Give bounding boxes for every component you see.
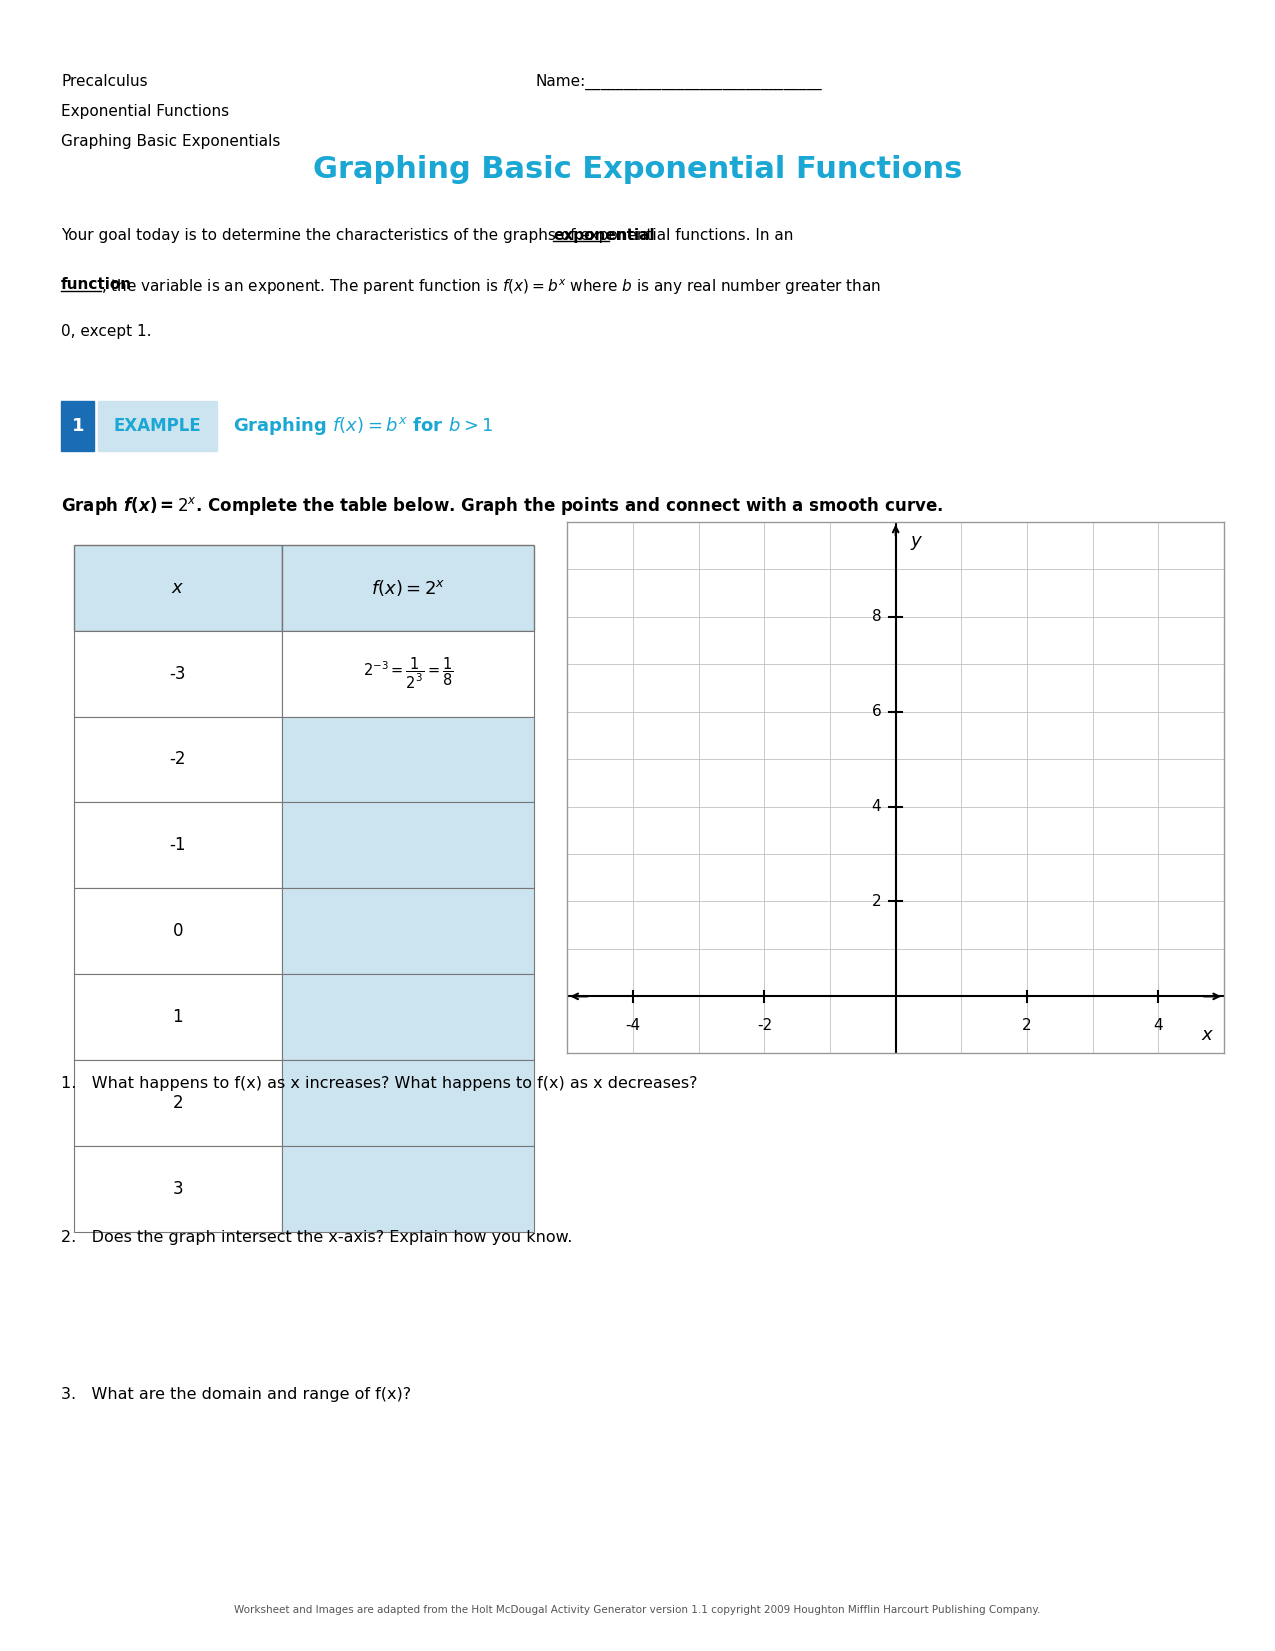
Bar: [282, 717, 534, 802]
Bar: [282, 1146, 534, 1232]
Text: -2: -2: [757, 1017, 771, 1034]
Text: Your goal today is to determine the characteristics of the graphs of exponential: Your goal today is to determine the char…: [61, 228, 798, 243]
Bar: [98, 401, 217, 451]
Bar: [74, 974, 282, 1060]
Text: 6: 6: [872, 703, 881, 720]
Text: Graphing Basic Exponentials: Graphing Basic Exponentials: [61, 134, 280, 149]
Bar: [282, 888, 534, 974]
Bar: [282, 631, 534, 717]
Text: 2: 2: [1023, 1017, 1031, 1034]
Bar: [74, 1060, 282, 1146]
Bar: [74, 888, 282, 974]
Text: $f(x) = 2^x$: $f(x) = 2^x$: [371, 578, 445, 598]
Text: 0: 0: [172, 923, 184, 939]
Text: Precalculus: Precalculus: [61, 74, 148, 89]
Bar: [74, 1146, 282, 1232]
Text: 1.   What happens to f(x) as x increases? What happens to f(x) as x decreases?: 1. What happens to f(x) as x increases? …: [61, 1076, 697, 1091]
Text: EXAMPLE: EXAMPLE: [113, 418, 201, 434]
Text: 2: 2: [172, 1095, 184, 1111]
Text: function: function: [61, 277, 133, 292]
Text: 4: 4: [1154, 1017, 1163, 1034]
Text: 3: 3: [172, 1180, 184, 1197]
Bar: [74, 717, 282, 802]
Bar: [282, 1060, 534, 1146]
Text: 8: 8: [872, 609, 881, 624]
Text: Graph $\boldsymbol{f(x) = 2^x}$. Complete the table below. Graph the points and : Graph $\boldsymbol{f(x) = 2^x}$. Complet…: [61, 495, 944, 517]
Text: 1: 1: [71, 418, 84, 434]
Text: Name:_______________________________: Name:_______________________________: [536, 74, 822, 91]
Text: $x$: $x$: [171, 580, 185, 596]
Text: , the variable is an exponent. The parent function is $f(x) = b^x$ where $b$ is : , the variable is an exponent. The paren…: [102, 277, 881, 297]
Text: exponential: exponential: [553, 228, 655, 243]
Text: -3: -3: [170, 665, 186, 682]
Text: $y$: $y$: [910, 533, 923, 551]
Bar: [282, 802, 534, 888]
Text: 2: 2: [872, 893, 881, 910]
Bar: [74, 631, 282, 717]
Text: -2: -2: [170, 751, 186, 768]
Text: Graphing Basic Exponential Functions: Graphing Basic Exponential Functions: [312, 155, 963, 185]
Text: Exponential Functions: Exponential Functions: [61, 104, 230, 119]
Text: $2^{-3} = \dfrac{1}{2^3} = \dfrac{1}{8}$: $2^{-3} = \dfrac{1}{2^3} = \dfrac{1}{8}$: [363, 655, 453, 692]
Bar: [61, 401, 94, 451]
Text: -4: -4: [626, 1017, 640, 1034]
Text: Worksheet and Images are adapted from the Holt McDougal Activity Generator versi: Worksheet and Images are adapted from th…: [235, 1605, 1040, 1615]
Text: 1: 1: [172, 1009, 184, 1025]
Bar: [282, 974, 534, 1060]
Text: -1: -1: [170, 837, 186, 854]
Text: 3.   What are the domain and range of f(x)?: 3. What are the domain and range of f(x)…: [61, 1387, 412, 1402]
Text: $x$: $x$: [1201, 1025, 1214, 1043]
Bar: [74, 545, 282, 631]
Text: 0, except 1.: 0, except 1.: [61, 324, 152, 338]
Bar: [282, 545, 534, 631]
Bar: [74, 802, 282, 888]
Text: 2.   Does the graph intersect the x-axis? Explain how you know.: 2. Does the graph intersect the x-axis? …: [61, 1230, 572, 1245]
Text: 4: 4: [872, 799, 881, 814]
Text: Graphing $f(x) = b^x$ for $b > 1$: Graphing $f(x) = b^x$ for $b > 1$: [233, 414, 493, 438]
